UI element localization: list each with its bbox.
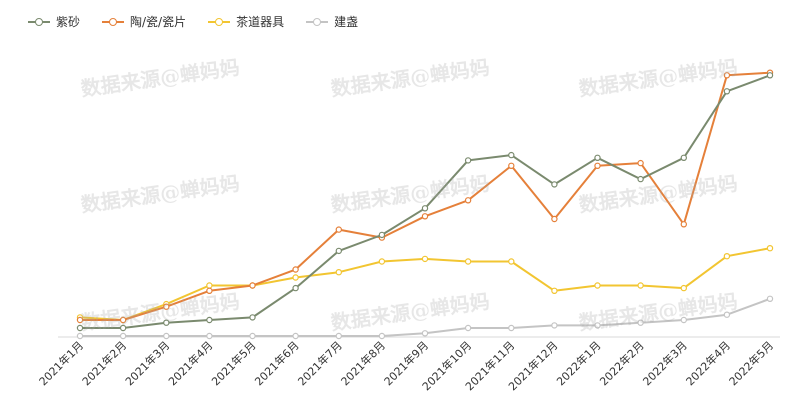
data-point-1-15[interactable] — [723, 72, 731, 79]
data-point-3-3[interactable] — [206, 332, 213, 340]
data-point-0-9[interactable] — [464, 157, 472, 164]
data-point-1-0[interactable] — [76, 316, 84, 324]
series-layer — [76, 69, 774, 340]
x-tick-label: 2021年5月 — [208, 338, 258, 388]
data-point-2-6[interactable] — [335, 269, 342, 276]
legend-item-jianzhan[interactable]: 建盏 — [306, 13, 358, 30]
data-point-0-0[interactable] — [76, 324, 84, 332]
data-point-2-16[interactable] — [766, 244, 774, 252]
x-tick-label: 2022年5月 — [726, 338, 776, 388]
data-point-2-9[interactable] — [464, 258, 472, 265]
data-point-3-13[interactable] — [637, 319, 644, 326]
data-point-0-5[interactable] — [292, 284, 299, 292]
data-point-2-11[interactable] — [551, 287, 558, 294]
data-point-2-13[interactable] — [637, 282, 644, 289]
data-point-1-14[interactable] — [680, 221, 688, 228]
legend-label-zisha: 紫砂 — [56, 15, 81, 29]
data-point-3-14[interactable] — [680, 316, 688, 324]
data-point-2-8[interactable] — [421, 255, 429, 263]
data-point-3-6[interactable] — [335, 332, 342, 340]
data-point-3-2[interactable] — [163, 332, 170, 340]
data-point-3-8[interactable] — [421, 330, 429, 337]
x-tick-label: 2022年2月 — [597, 338, 647, 388]
legend-swatch-ceramic — [102, 17, 125, 27]
data-point-0-14[interactable] — [680, 154, 688, 161]
legend-label-tea-tools: 茶道器具 — [236, 15, 285, 29]
data-point-3-12[interactable] — [594, 322, 601, 329]
data-point-2-5[interactable] — [292, 274, 299, 281]
x-tick-label: 2022年3月 — [640, 338, 690, 388]
data-point-1-9[interactable] — [464, 197, 472, 204]
data-point-1-12[interactable] — [594, 162, 601, 169]
data-point-0-4[interactable] — [249, 314, 256, 321]
data-point-1-10[interactable] — [508, 162, 515, 169]
data-point-2-7[interactable] — [378, 258, 386, 265]
data-point-1-6[interactable] — [335, 226, 342, 233]
data-point-0-10[interactable] — [508, 151, 515, 159]
data-point-3-0[interactable] — [76, 332, 84, 340]
data-point-3-15[interactable] — [723, 311, 731, 318]
data-point-1-4[interactable] — [249, 282, 256, 289]
legend-swatch-tea-tools — [208, 17, 231, 27]
x-tick-label: 2021年6月 — [252, 338, 302, 388]
legend: 紫砂 陶/瓷/瓷片 茶道器具 建盏 — [28, 13, 358, 30]
legend-swatch-jianzhan — [306, 17, 329, 27]
x-tick-label: 2021年3月 — [122, 338, 172, 388]
data-point-3-11[interactable] — [551, 322, 558, 329]
data-point-3-7[interactable] — [378, 332, 386, 340]
legend-label-jianzhan: 建盏 — [334, 15, 359, 29]
data-point-0-1[interactable] — [119, 324, 127, 332]
data-point-1-5[interactable] — [292, 266, 299, 273]
data-point-3-1[interactable] — [119, 332, 127, 340]
data-point-0-2[interactable] — [163, 319, 170, 326]
data-point-3-5[interactable] — [292, 332, 299, 340]
data-point-0-12[interactable] — [594, 154, 601, 161]
data-point-2-10[interactable] — [508, 258, 515, 265]
data-point-2-14[interactable] — [680, 284, 688, 292]
x-tick-label: 2022年4月 — [683, 338, 733, 388]
data-point-1-3[interactable] — [206, 287, 213, 294]
data-point-3-10[interactable] — [508, 324, 515, 332]
data-point-0-15[interactable] — [723, 88, 731, 95]
data-point-3-9[interactable] — [464, 324, 472, 332]
x-tick-label: 2021年7月 — [295, 338, 345, 388]
data-point-0-16[interactable] — [766, 72, 774, 79]
data-point-1-13[interactable] — [637, 159, 644, 167]
legend-item-tea-tools[interactable]: 茶道器具 — [208, 13, 284, 30]
data-point-3-16[interactable] — [766, 295, 774, 302]
data-point-3-4[interactable] — [249, 332, 256, 340]
x-tick-label: 2021年8月 — [338, 338, 388, 388]
legend-item-zisha[interactable]: 紫砂 — [28, 13, 80, 30]
data-point-0-11[interactable] — [551, 181, 558, 188]
x-tick-label: 2022年1月 — [553, 338, 603, 388]
data-point-1-8[interactable] — [421, 213, 429, 220]
x-tick-label: 2021年1月 — [36, 338, 86, 388]
data-point-0-7[interactable] — [378, 231, 386, 239]
data-point-1-2[interactable] — [163, 303, 170, 310]
legend-swatch-zisha — [28, 17, 50, 27]
data-point-2-3[interactable] — [206, 282, 213, 289]
data-point-0-3[interactable] — [206, 316, 213, 324]
x-tick-labels: 2021年1月2021年2月2021年3月2021年4月2021年5月2021年… — [36, 338, 776, 393]
data-point-1-1[interactable] — [119, 316, 127, 324]
data-point-0-13[interactable] — [637, 175, 644, 183]
data-point-1-11[interactable] — [551, 215, 558, 223]
data-point-2-12[interactable] — [594, 282, 601, 289]
data-point-2-15[interactable] — [723, 253, 731, 260]
data-point-0-6[interactable] — [335, 247, 342, 255]
data-point-0-8[interactable] — [421, 205, 429, 212]
x-tick-label: 2021年2月 — [79, 338, 129, 388]
x-tick-label: 2021年4月 — [165, 338, 215, 388]
legend-label-ceramic: 陶/瓷/瓷片 — [130, 15, 187, 29]
legend-item-ceramic[interactable]: 陶/瓷/瓷片 — [102, 13, 186, 30]
